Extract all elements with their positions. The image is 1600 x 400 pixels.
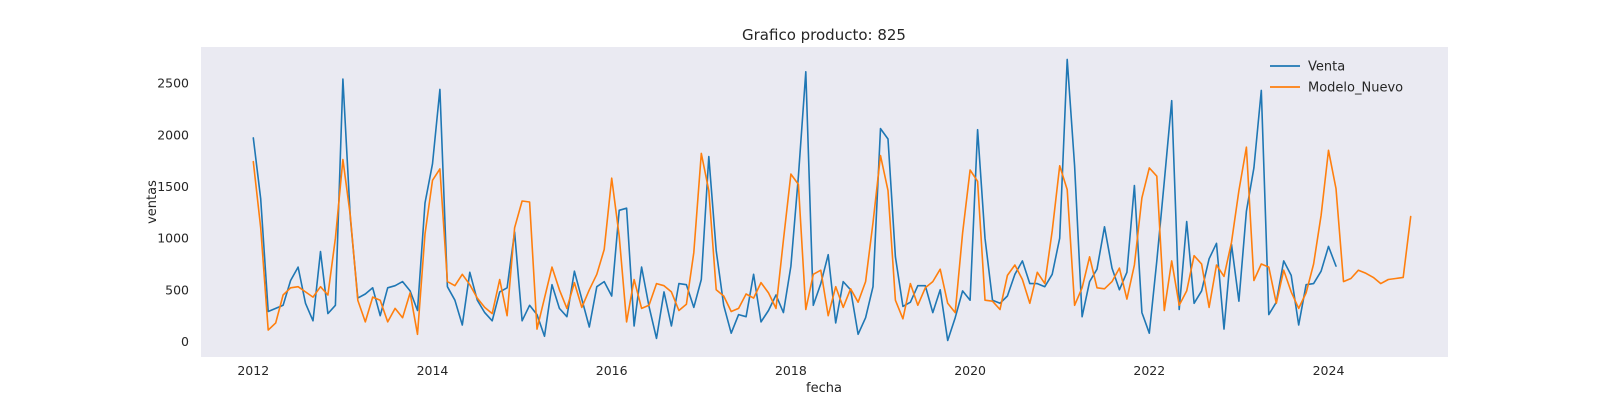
x-tick-label: 2016 <box>596 363 628 378</box>
y-tick-label: 500 <box>165 282 189 297</box>
series-line-modelo-nuevo <box>252 146 1412 336</box>
x-tick-label: 2012 <box>237 363 269 378</box>
legend-entry: Venta <box>1308 60 1345 75</box>
plot-area <box>201 47 1448 357</box>
legend: Venta Modelo_Nuevo <box>1270 60 1403 96</box>
y-tick-label: 2500 <box>157 76 189 91</box>
x-axis-label: fecha <box>806 381 842 396</box>
y-axis-label: ventas <box>145 180 160 224</box>
y-axis: 0 500 1000 1500 2000 2500 <box>157 76 189 349</box>
y-tick-label: 0 <box>181 334 189 349</box>
y-tick-label: 1500 <box>157 179 189 194</box>
x-tick-label: 2022 <box>1133 363 1165 378</box>
series-lines <box>252 58 1412 342</box>
y-tick-label: 2000 <box>157 127 189 142</box>
x-tick-label: 2020 <box>954 363 986 378</box>
x-tick-label: 2018 <box>775 363 807 378</box>
x-axis: 2012 2014 2016 2018 2020 2022 2024 <box>237 363 1344 378</box>
series-line-venta <box>252 58 1337 342</box>
x-tick-label: 2014 <box>417 363 449 378</box>
legend-entry: Modelo_Nuevo <box>1308 81 1403 96</box>
x-tick-label: 2024 <box>1313 363 1345 378</box>
y-tick-label: 1000 <box>157 231 189 246</box>
chart-title: Grafico producto: 825 <box>742 26 906 44</box>
